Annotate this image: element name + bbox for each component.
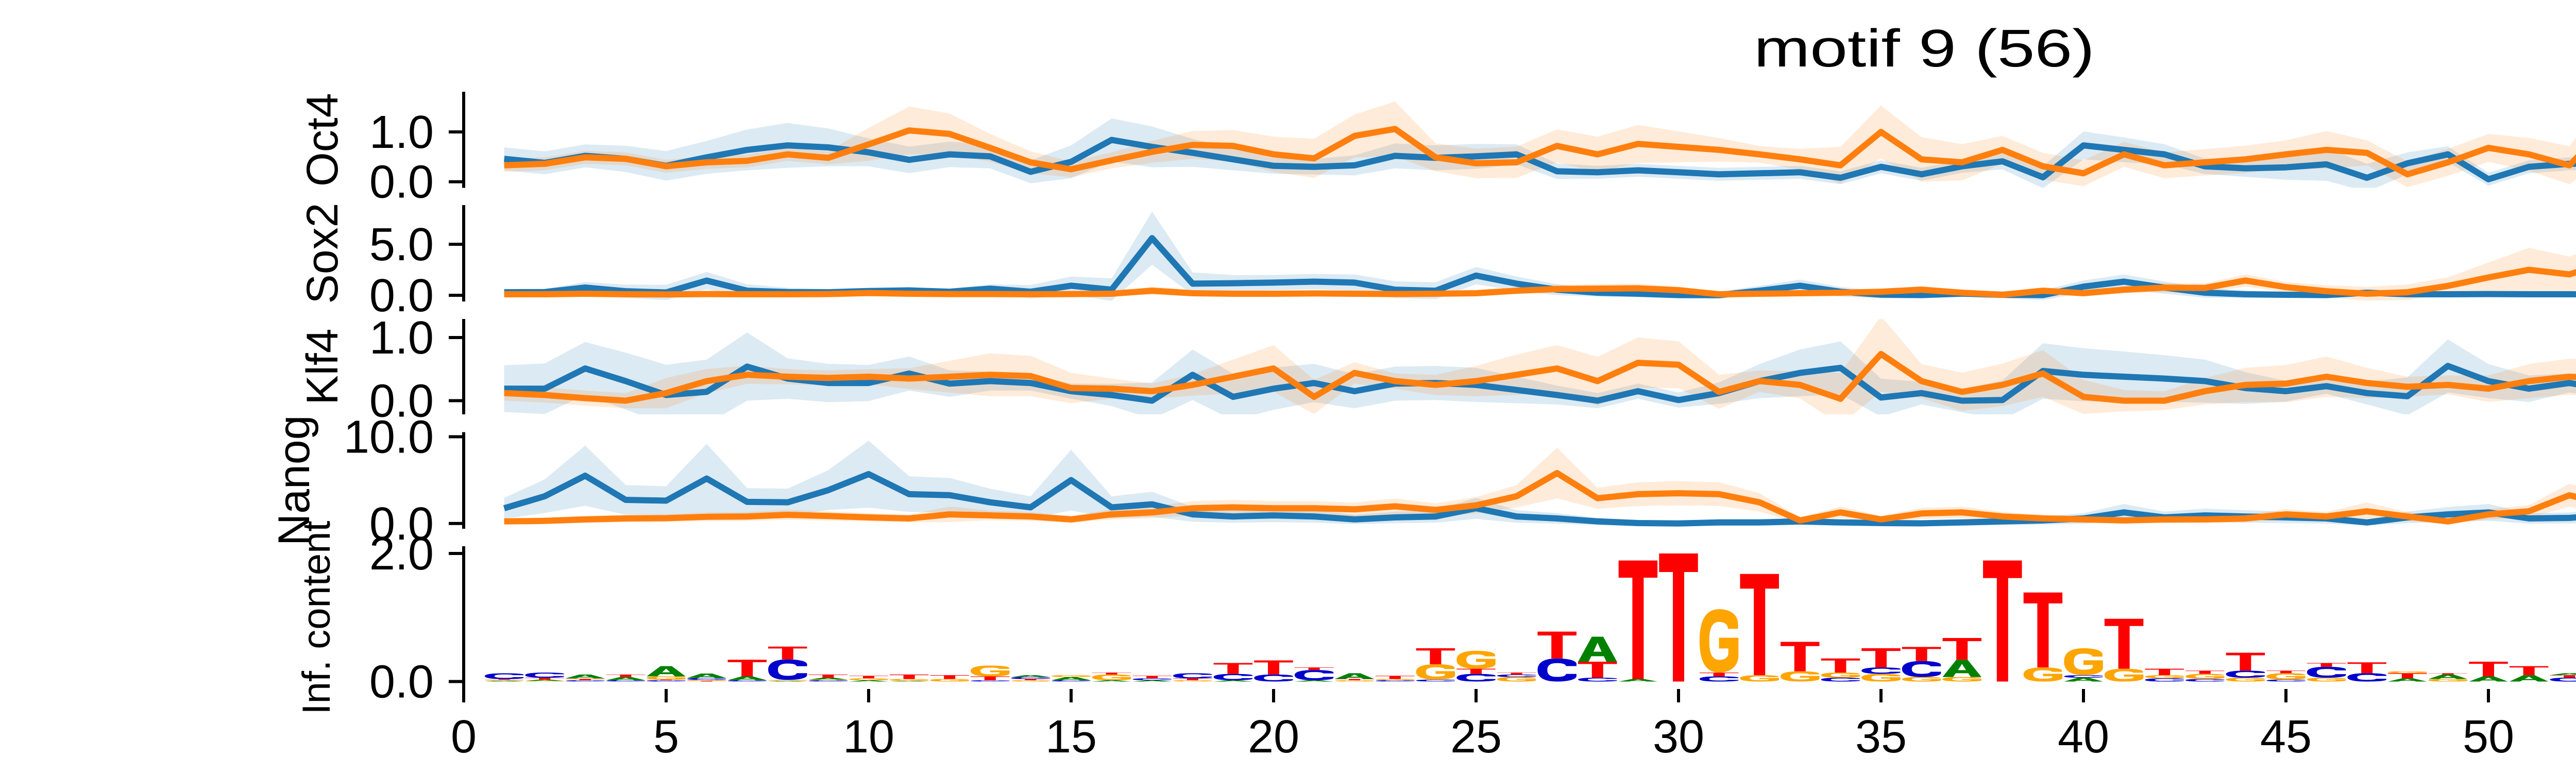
svg-text:35: 35 <box>1855 711 1907 763</box>
svg-text:0.0: 0.0 <box>369 376 434 427</box>
svg-text:1.0: 1.0 <box>369 107 434 158</box>
svg-text:0: 0 <box>451 711 477 763</box>
svg-text:30: 30 <box>1653 711 1704 763</box>
svg-text:5.0: 5.0 <box>369 219 434 271</box>
svg-text:50: 50 <box>2463 711 2514 763</box>
svg-text:0.0: 0.0 <box>369 657 434 708</box>
svg-text:10: 10 <box>843 711 894 763</box>
svg-text:Sox2: Sox2 <box>298 203 347 304</box>
svg-text:5: 5 <box>653 711 679 763</box>
svg-text:0.0: 0.0 <box>369 270 434 322</box>
svg-text:25: 25 <box>1450 711 1502 763</box>
svg-text:Nanog: Nanog <box>269 415 319 546</box>
svg-text:Inf. content: Inf. content <box>295 520 338 714</box>
svg-text:45: 45 <box>2260 711 2312 763</box>
svg-text:10.0: 10.0 <box>344 412 434 463</box>
svg-text:0.0: 0.0 <box>369 498 434 550</box>
svg-text:0.0: 0.0 <box>369 157 434 208</box>
svg-text:motif 9 (56): motif 9 (56) <box>1754 18 2094 77</box>
svg-text:2.0: 2.0 <box>369 528 434 580</box>
svg-text:1.0: 1.0 <box>369 312 434 364</box>
svg-text:Klf4: Klf4 <box>298 328 347 405</box>
svg-text:20: 20 <box>1248 711 1299 763</box>
svg-text:40: 40 <box>2058 711 2109 763</box>
svg-text:Oct4: Oct4 <box>298 93 347 187</box>
svg-text:15: 15 <box>1045 711 1097 763</box>
